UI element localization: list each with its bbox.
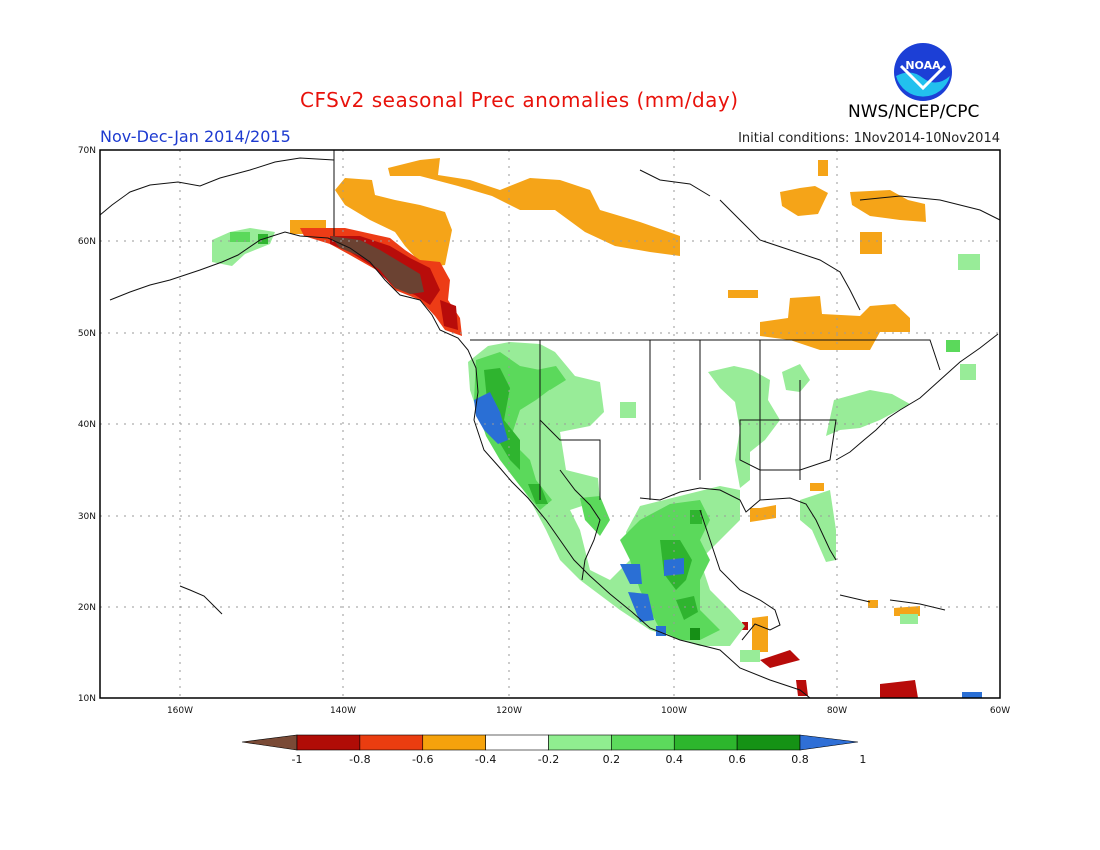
- colorbar-tick-label: 0.2: [603, 753, 621, 766]
- colorbar-tick-label: -1: [292, 753, 303, 766]
- lat-label-70: 70N: [78, 146, 96, 156]
- map-title: CFSv2 seasonal Prec anomalies (mm/day): [300, 88, 739, 112]
- lon-label-120w: 120W: [496, 706, 522, 716]
- graticule: [100, 150, 1000, 698]
- colorbar-cell: [673, 734, 738, 751]
- anomaly-dry-panhandle: [300, 228, 918, 698]
- logo-lettering: NOAA: [905, 59, 941, 72]
- lat-label-30: 30N: [78, 512, 96, 522]
- anomaly-wet-west: [468, 254, 982, 698]
- lon-label-160w: 160W: [167, 706, 193, 716]
- lat-label-50: 50N: [78, 329, 96, 339]
- colorbar-tick-label: 1: [859, 753, 866, 766]
- lat-label-60: 60N: [78, 237, 96, 247]
- colorbar-low-arrow: [241, 734, 298, 751]
- lon-label-100w: 100W: [661, 706, 687, 716]
- colorbar-cell: [548, 734, 612, 751]
- colorbar: -1 -0.8 -0.6 -0.4 -0.2 0.2 0.4 0.6 0.8 1: [241, 734, 867, 766]
- initial-conditions-label: Initial conditions: 1Nov2014-10Nov2014: [738, 131, 1000, 146]
- colorbar-tick-label: 0.4: [666, 753, 684, 766]
- noaa-logo: NOAA: [894, 43, 952, 101]
- lon-label-140w: 140W: [330, 706, 356, 716]
- colorbar-cell: [611, 734, 675, 751]
- anomaly-wet-alaska: [212, 228, 275, 266]
- colorbar-cell: [422, 734, 486, 751]
- colorbar-cell: [736, 734, 801, 751]
- colorbar-cell: [296, 734, 361, 751]
- latitude-labels: 70N 60N 50N 40N 30N 20N 10N: [78, 146, 96, 704]
- coastlines: [99, 150, 1001, 699]
- colorbar-tick-label: -0.2: [538, 753, 559, 766]
- colorbar-tick-label: 0.8: [791, 753, 809, 766]
- lat-label-40: 40N: [78, 420, 96, 430]
- colorbar-tick-label: 0.6: [728, 753, 746, 766]
- anomaly-fields: [212, 158, 982, 698]
- lat-label-10: 10N: [78, 694, 96, 704]
- colorbar-cells: [296, 734, 801, 751]
- colorbar-high-arrow: [799, 734, 859, 751]
- colorbar-tick-label: -0.4: [475, 753, 496, 766]
- longitude-labels: 160W 140W 120W 100W 80W 60W: [167, 706, 1010, 716]
- colorbar-cell: [485, 734, 549, 751]
- lon-label-80w: 80W: [827, 706, 847, 716]
- map-frame: [99, 149, 1001, 699]
- colorbar-tick-label: -0.6: [412, 753, 433, 766]
- colorbar-tick-label: -0.8: [349, 753, 370, 766]
- lat-label-20: 20N: [78, 603, 96, 613]
- colorbar-cell: [359, 734, 424, 751]
- period-label: Nov-Dec-Jan 2014/2015: [100, 127, 291, 146]
- lon-label-60w: 60W: [990, 706, 1010, 716]
- organization-label: NWS/NCEP/CPC: [848, 102, 980, 122]
- anomaly-dry-canada: [290, 158, 926, 652]
- colorbar-tick-labels: -1 -0.8 -0.6 -0.4 -0.2 0.2 0.4 0.6 0.8 1: [292, 753, 867, 766]
